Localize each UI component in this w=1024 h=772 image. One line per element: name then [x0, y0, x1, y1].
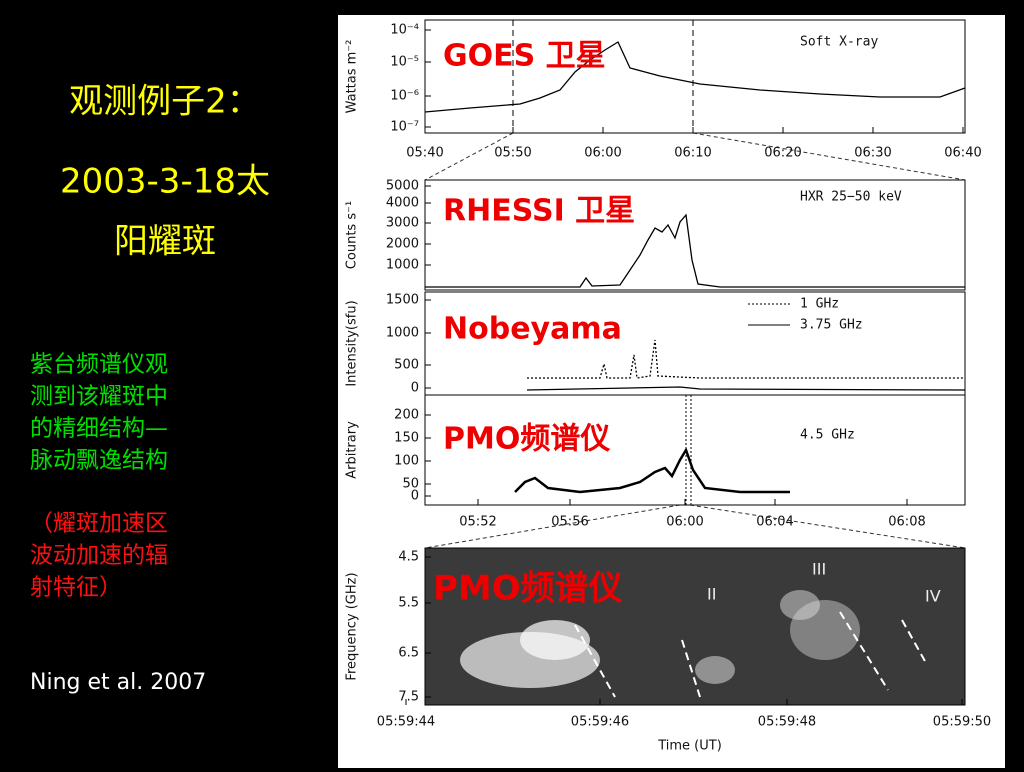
- y-tick-label: 500: [394, 358, 419, 373]
- panel-label: Nobeyama: [443, 312, 622, 347]
- plot-frame: [424, 19, 966, 134]
- desc-green: 脉动飘逸结构: [30, 448, 168, 474]
- y-tick-label: 5000: [386, 179, 419, 194]
- y-tick-label: 200: [394, 408, 419, 423]
- desc-green: 测到该耀斑中: [30, 384, 168, 410]
- y-tick-label: 10⁻⁵: [390, 55, 419, 70]
- panel-note: HXR 25−50 keV: [800, 190, 902, 205]
- x-axis-title: Time (UT): [657, 739, 722, 754]
- x-tick-label: 06:00: [584, 146, 621, 161]
- panel-label: PMO频谱仪: [443, 422, 610, 457]
- x-tick-label: 06:10: [674, 146, 711, 161]
- panel-label: RHESSI 卫星: [443, 194, 635, 229]
- y-tick-label: 5.5: [398, 596, 419, 611]
- x-tick-label: 05:52: [459, 515, 496, 530]
- x-tick-label: 05:56: [551, 515, 588, 530]
- y-tick-label: 0: [411, 381, 419, 396]
- y-tick-label: 4.5: [398, 550, 419, 565]
- y-tick-label: 2000: [386, 237, 419, 252]
- x-tick-label: 06:04: [756, 515, 793, 530]
- y-axis-title: Counts s⁻¹: [345, 201, 360, 269]
- burst-label: II: [707, 585, 716, 604]
- x-tick-label: 05:59:48: [758, 715, 816, 730]
- y-tick-label: 1000: [386, 258, 419, 273]
- time-markers: [512, 20, 694, 505]
- title-line: 2003-3-18太: [60, 162, 270, 202]
- x-tick-label: 06:40: [944, 146, 981, 161]
- x-tick-label: 05:59:46: [571, 715, 629, 730]
- x-tick-label: 06:20: [764, 146, 801, 161]
- panel-note: Soft X-ray: [800, 35, 878, 50]
- burst-label: III: [812, 560, 826, 579]
- plot-frame: [424, 179, 966, 291]
- x-tick-label: 05:40: [406, 146, 443, 161]
- panel-label: GOES 卫星: [443, 39, 606, 74]
- legend-entry: 3.75 GHz: [800, 318, 863, 333]
- y-tick-label: 10⁻⁶: [390, 89, 419, 104]
- legend-entry: 1 GHz: [800, 297, 839, 312]
- y-tick-label: 1000: [386, 326, 419, 341]
- y-axis-title: Arbitrary: [345, 421, 360, 479]
- y-tick-label: 10⁻⁴: [390, 23, 419, 38]
- y-tick-label: 4000: [386, 196, 419, 211]
- y-tick-label: 0: [411, 489, 419, 504]
- y-axis-title: Wattas m⁻²: [345, 40, 360, 114]
- y-tick-label: 10⁻⁷: [390, 120, 419, 135]
- x-tick-label: 06:00: [666, 515, 703, 530]
- y-tick-label: 6.5: [398, 646, 419, 661]
- citation: Ning et al. 2007: [30, 670, 206, 695]
- plot-frame: [424, 547, 966, 706]
- y-tick-label: 100: [394, 454, 419, 469]
- desc-green: 的精细结构—: [30, 416, 168, 442]
- panel-note: 4.5 GHz: [800, 428, 855, 443]
- y-axis-title: Intensity(sfu): [345, 300, 360, 386]
- desc-green: 紫台频谱仪观: [30, 352, 168, 378]
- y-tick-label: 7.5: [398, 690, 419, 705]
- desc-red: 波动加速的辐: [30, 543, 168, 569]
- x-tick-label: 05:50: [494, 146, 531, 161]
- desc-red: （耀斑加速区: [30, 511, 168, 537]
- spectrogram: [425, 548, 965, 705]
- desc-red: 射特征）: [30, 575, 122, 601]
- burst-label: IV: [925, 587, 941, 606]
- title-line: 观测例子2：: [69, 82, 261, 122]
- y-tick-label: 3000: [386, 216, 419, 231]
- x-tick-label: 06:08: [888, 515, 925, 530]
- y-tick-label: 50: [402, 477, 419, 492]
- title-line: 阳耀斑: [114, 222, 216, 262]
- zoom-connectors: [424, 132, 966, 549]
- y-axis-title: Frequency (GHz): [345, 572, 360, 680]
- plot-frame: [424, 394, 966, 506]
- y-tick-label: 150: [394, 431, 419, 446]
- panel-label: PMO频谱仪: [433, 569, 623, 609]
- curves: [424, 41, 966, 494]
- x-tick-label: 05:59:50: [933, 715, 991, 730]
- y-tick-label: 1500: [386, 293, 419, 308]
- x-tick-label: 06:30: [854, 146, 891, 161]
- x-tick-label: 05:59:44: [377, 715, 435, 730]
